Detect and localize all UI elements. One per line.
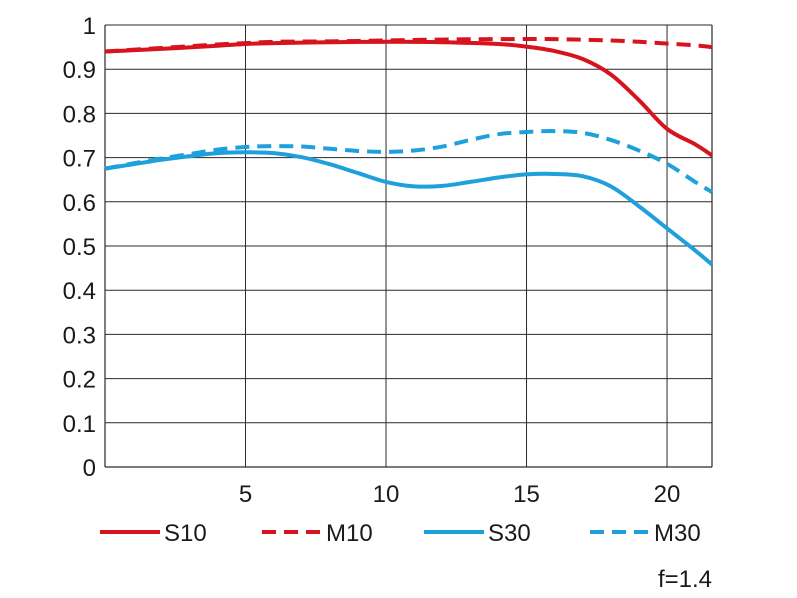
aperture-annotation: f=1.4 bbox=[658, 566, 712, 593]
y-tick-label: 0.4 bbox=[63, 278, 96, 305]
x-axis-ticks: 5 10 15 20 bbox=[239, 481, 681, 508]
y-tick-label: 1 bbox=[83, 13, 96, 40]
y-tick-label: 0.1 bbox=[63, 411, 96, 438]
y-tick-label: 0.7 bbox=[63, 146, 96, 173]
legend: S10 M10 S30 M30 bbox=[100, 520, 701, 547]
y-tick-label: 0.5 bbox=[63, 234, 96, 261]
series-line-m30 bbox=[104, 129, 714, 194]
series-line-s30 bbox=[104, 150, 714, 267]
legend-label-m10: M10 bbox=[326, 520, 373, 547]
x-tick-label: 20 bbox=[654, 481, 681, 508]
y-tick-label: 0.6 bbox=[63, 190, 96, 217]
x-tick-label: 5 bbox=[239, 481, 252, 508]
y-tick-label: 0.2 bbox=[63, 367, 96, 394]
series-line-s10 bbox=[104, 39, 714, 158]
legend-label-s30: S30 bbox=[488, 520, 531, 547]
y-tick-label: 0.3 bbox=[63, 322, 96, 349]
y-axis-ticks: 0 0.1 0.2 0.3 0.4 0.5 0.6 0.7 0.8 0.9 1 bbox=[63, 13, 96, 482]
y-tick-label: 0 bbox=[83, 455, 96, 482]
y-tick-label: 0.8 bbox=[63, 101, 96, 128]
y-tick-label: 0.9 bbox=[63, 57, 96, 84]
legend-label-s10: S10 bbox=[164, 520, 207, 547]
x-tick-label: 15 bbox=[513, 481, 540, 508]
series-lines bbox=[104, 37, 714, 267]
x-tick-label: 10 bbox=[373, 481, 400, 508]
grid bbox=[104, 24, 713, 468]
legend-label-m30: M30 bbox=[654, 520, 701, 547]
